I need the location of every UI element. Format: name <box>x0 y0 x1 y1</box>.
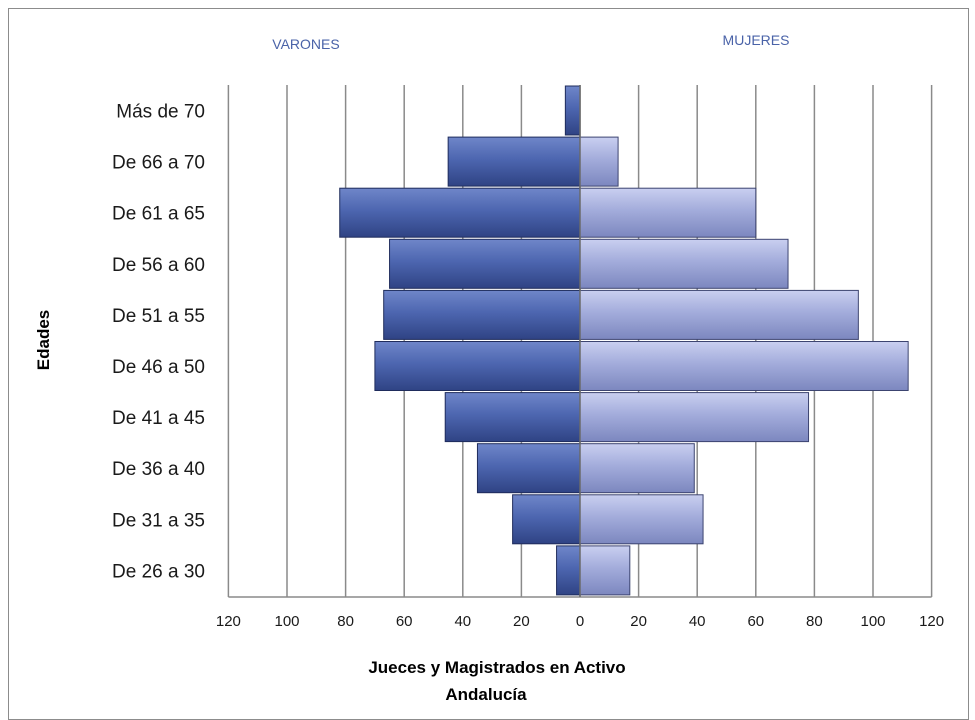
y-axis-title: Edades <box>34 310 53 370</box>
category-label: De 51 a 55 <box>112 306 205 327</box>
bars <box>339 85 909 597</box>
chart-title-line-2: Andalucía <box>445 685 527 704</box>
bar-mujeres <box>579 187 757 238</box>
bar-mujeres <box>579 443 695 494</box>
x-tick-label: 100 <box>274 613 299 630</box>
bar-mujeres <box>579 289 859 340</box>
category-label: De 31 a 35 <box>112 510 205 531</box>
category-label: De 46 a 50 <box>112 357 205 378</box>
bar-varones <box>339 187 581 238</box>
x-tick-label: 120 <box>919 613 944 630</box>
bar-varones <box>556 545 581 596</box>
bar-mujeres <box>579 238 789 289</box>
bar-varones <box>564 85 581 136</box>
x-tick-label: 80 <box>806 613 823 630</box>
x-tick-label: 60 <box>747 613 764 630</box>
chart-title-line-1: Jueces y Magistrados en Activo <box>368 658 625 677</box>
category-label: De 56 a 60 <box>112 255 205 276</box>
category-label: Más de 70 <box>116 102 205 123</box>
x-tick-label: 20 <box>513 613 530 630</box>
bar-varones <box>383 289 581 340</box>
bar-varones <box>476 443 581 494</box>
category-label: De 36 a 40 <box>112 459 205 480</box>
bar-varones <box>374 341 581 391</box>
legend-varones: VARONES <box>272 36 339 52</box>
category-label: De 61 a 65 <box>112 204 205 225</box>
bar-mujeres <box>579 392 810 443</box>
category-label: De 26 a 30 <box>112 561 205 582</box>
bar-varones <box>512 494 581 545</box>
bar-varones <box>389 238 581 289</box>
x-tick-label: 60 <box>396 613 413 630</box>
category-label: De 41 a 45 <box>112 408 205 429</box>
bar-varones <box>444 392 581 443</box>
x-tick-label: 120 <box>216 613 241 630</box>
x-tick-label: 40 <box>689 613 706 630</box>
bar-mujeres <box>579 341 909 391</box>
x-tick-label: 0 <box>576 613 584 630</box>
legend-mujeres: MUJERES <box>723 32 790 48</box>
bar-mujeres <box>579 136 619 187</box>
x-tick-label: 80 <box>337 613 354 630</box>
bar-mujeres <box>579 545 631 596</box>
x-tick-label: 100 <box>860 613 885 630</box>
bar-mujeres <box>579 494 704 545</box>
category-label: De 66 a 70 <box>112 153 205 174</box>
x-tick-label: 20 <box>630 613 647 630</box>
labels: 120 100 80 60 40 20 0 20 40 60 80 100 120 De 26 a 30 D… <box>112 102 944 631</box>
bar-varones <box>447 136 581 187</box>
x-tick-label: 40 <box>454 613 471 630</box>
